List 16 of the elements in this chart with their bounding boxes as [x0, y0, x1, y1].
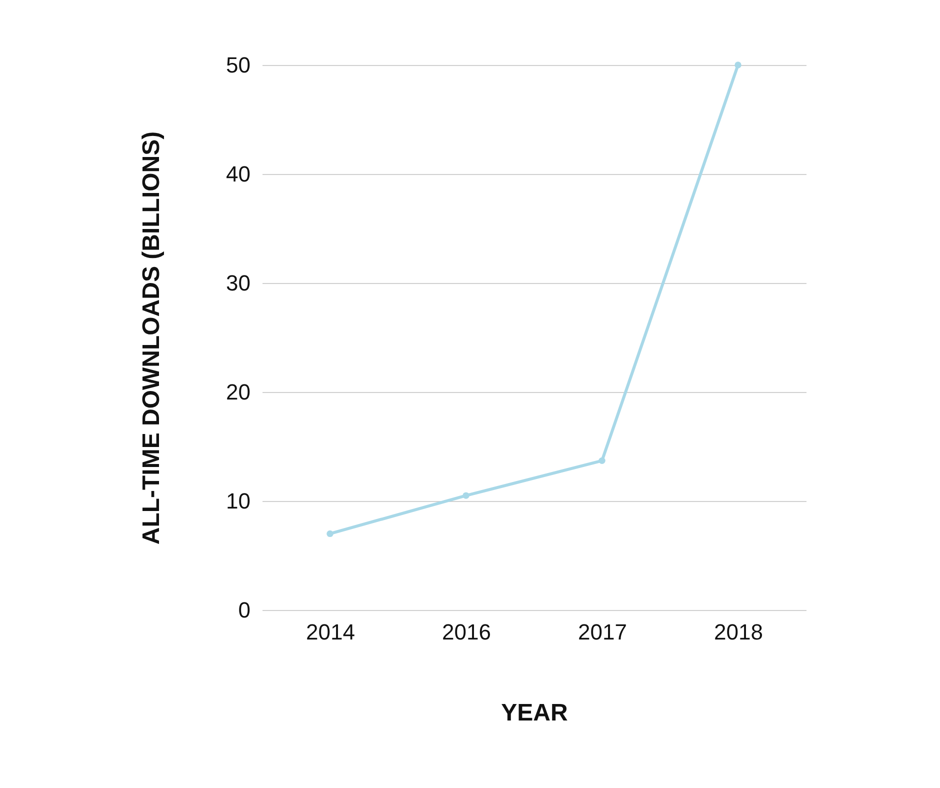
- point: [326, 530, 334, 538]
- point: [734, 62, 742, 68]
- y-tick-label: 30: [226, 270, 250, 296]
- x-tick-label: 2018: [714, 620, 763, 644]
- point: [462, 492, 470, 499]
- y-tick-label: 50: [226, 52, 250, 78]
- x-tick-label: 2014: [306, 620, 355, 644]
- x-tick-label: 2016: [442, 620, 491, 644]
- y-tick-label: 40: [226, 162, 250, 186]
- y-tick-label: 20: [226, 380, 250, 404]
- x-axis-title: YEAR: [501, 700, 568, 726]
- y-tick-label: 10: [226, 488, 250, 514]
- y-tick-label: 0: [238, 598, 250, 622]
- point: [598, 457, 606, 464]
- y-axis-title: ALL-TIME DOWNLOADS (BILLIONS): [138, 131, 166, 545]
- x-tick-label: 2017: [578, 620, 627, 644]
